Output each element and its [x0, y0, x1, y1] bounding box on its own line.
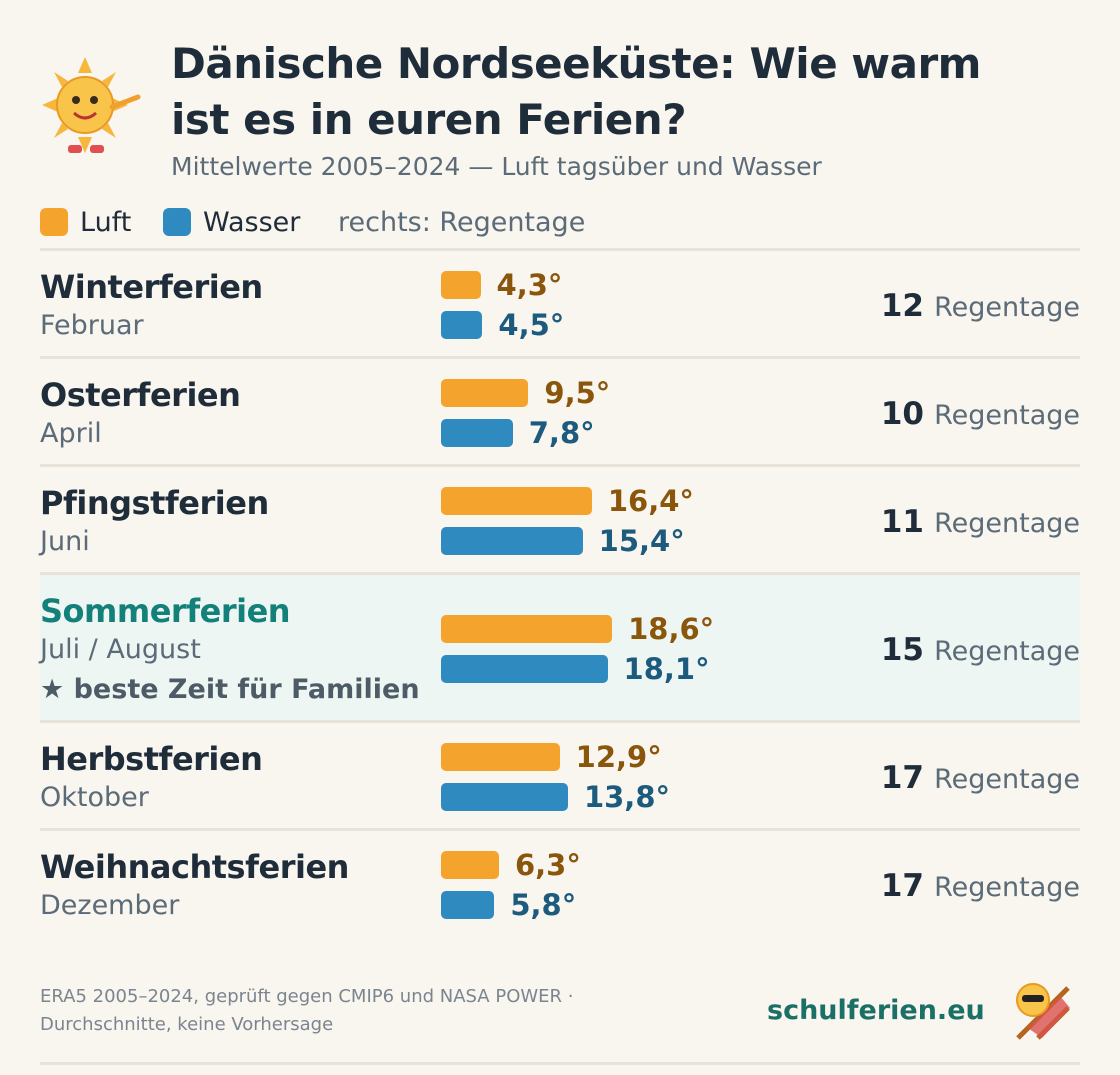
separator [40, 1062, 1080, 1065]
sun-deckchair [1016, 983, 1070, 1040]
rain-days: 15 [880, 632, 924, 668]
separator [40, 464, 1080, 467]
separator [40, 828, 1080, 831]
bar [441, 783, 568, 811]
subtitle: Mittelwerte 2005–2024 — Luft tagsüber un… [171, 152, 822, 181]
bar [441, 271, 481, 299]
legend-note: rechts: Regentage [338, 207, 586, 238]
bar [441, 311, 483, 339]
rain-days: 10 [880, 396, 924, 432]
category-name: Osterferien [40, 376, 241, 414]
rain-label: Regentage [934, 292, 1080, 323]
category-period: Februar [40, 310, 144, 341]
bar [441, 419, 513, 447]
legend-swatch [40, 208, 68, 236]
category-period: Juli / August [40, 634, 201, 665]
legend-label: Luft [80, 207, 132, 238]
value-label: 16,4° [607, 484, 694, 518]
bar [441, 655, 608, 683]
value-label: 12,9° [575, 740, 662, 774]
bar [441, 851, 499, 879]
category-name: Pfingstferien [40, 484, 269, 522]
sun-mascot [42, 57, 141, 153]
value-label: 9,5° [544, 376, 611, 410]
bar [441, 615, 613, 643]
rain-label: Regentage [934, 636, 1080, 667]
category-name: Sommerferien [40, 592, 291, 630]
rain-days: 12 [880, 288, 924, 324]
legend-label: Wasser [203, 207, 301, 238]
bar [441, 891, 495, 919]
category-period: Dezember [40, 890, 180, 921]
value-label: 6,3° [514, 848, 581, 882]
title: Dänische Nordseeküste: Wie warm ist es i… [171, 39, 981, 144]
footer-text: ERA5 2005–2024, geprüft gegen CMIP6 und … [40, 986, 574, 1007]
value-label: 18,6° [628, 612, 715, 646]
bar [441, 487, 592, 515]
rain-days: 11 [880, 504, 924, 540]
category-name: Winterferien [40, 268, 263, 306]
bar [441, 379, 529, 407]
rain-label: Regentage [934, 400, 1080, 431]
separator [40, 720, 1080, 723]
rain-label: Regentage [934, 872, 1080, 903]
highlight-band [40, 575, 1080, 721]
separator [40, 572, 1080, 575]
value-label: 4,3° [496, 268, 563, 302]
separator [40, 248, 1080, 251]
category-name: Weihnachtsferien [40, 848, 349, 886]
rain-days: 17 [880, 760, 924, 796]
value-label: 7,8° [528, 416, 595, 450]
bar [441, 527, 583, 555]
value-label: 15,4° [598, 524, 685, 558]
brand: schulferien.eu [767, 995, 985, 1026]
category-period: Oktober [40, 782, 149, 813]
legend-swatch [163, 208, 191, 236]
category-name: Herbstferien [40, 740, 263, 778]
separator [40, 356, 1080, 359]
category-period: Juni [40, 526, 90, 557]
category-period: April [40, 418, 102, 449]
rain-days: 17 [880, 868, 924, 904]
value-label: 5,8° [510, 888, 577, 922]
rain-label: Regentage [934, 764, 1080, 795]
value-label: 4,5° [498, 308, 565, 342]
rain-label: Regentage [934, 508, 1080, 539]
value-label: 13,8° [583, 780, 671, 814]
value-label: 18,1° [623, 652, 710, 686]
bar [441, 743, 560, 771]
footer-text: Durchschnitte, keine Vorhersage [40, 1014, 334, 1035]
highlight-note: ★ beste Zeit für Familien [40, 674, 420, 705]
